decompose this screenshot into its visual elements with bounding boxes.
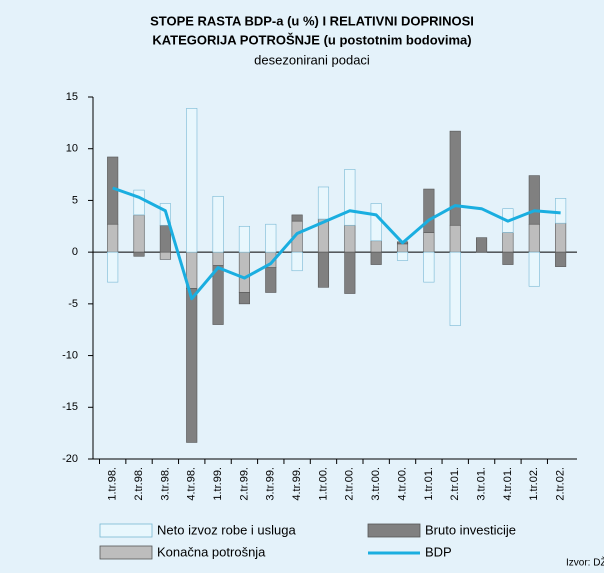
bar	[476, 237, 488, 253]
bar	[186, 108, 198, 253]
x-tick-label: 3.tr.01.	[475, 467, 487, 501]
bar	[449, 130, 461, 226]
bar	[291, 251, 303, 272]
bar	[159, 251, 171, 260]
bar	[423, 251, 435, 283]
bar	[107, 223, 119, 253]
chart-title: KATEGORIJA POTROŠNJE (u postotnim bodovi…	[152, 32, 471, 47]
legend-label: Konačna potrošnja	[157, 544, 266, 559]
bar	[238, 251, 250, 293]
x-tick-label: 4.tr.00.	[396, 467, 408, 501]
x-tick-label: 2.tr.99.	[238, 467, 250, 501]
bar	[396, 243, 409, 253]
bar	[317, 251, 330, 288]
legend-swatch	[99, 545, 153, 560]
y-tick-label: 10	[66, 143, 78, 155]
x-tick-label: 3.tr.00.	[370, 467, 382, 501]
bar	[212, 265, 224, 325]
bar	[555, 222, 567, 253]
bar	[212, 251, 224, 266]
y-tick-label: -5	[68, 298, 78, 310]
x-tick-label: 1.tr.02.	[528, 467, 540, 501]
bar	[186, 288, 198, 443]
bar	[159, 224, 171, 253]
bar	[212, 195, 224, 253]
bar	[449, 251, 461, 326]
bar	[370, 203, 382, 242]
x-tick-label: 3.tr.99.	[265, 467, 277, 501]
y-tick-label: 15	[66, 91, 78, 103]
bar	[238, 225, 250, 253]
source: Izvor: DŽ	[566, 556, 604, 569]
bar	[502, 251, 514, 265]
bar	[528, 251, 540, 287]
bar	[370, 251, 382, 265]
bar	[555, 251, 567, 267]
bar	[344, 169, 356, 226]
bar	[423, 188, 435, 233]
legend-label: Neto izvoz robe i usluga	[157, 522, 297, 537]
bar	[133, 189, 145, 216]
bar	[265, 223, 277, 253]
x-tick-label: 1.tr.01.	[423, 467, 435, 501]
legend-swatch	[367, 523, 421, 538]
bar	[291, 214, 303, 222]
y-tick-label: 0	[72, 246, 78, 258]
bar	[528, 175, 540, 225]
bar	[107, 251, 119, 283]
bar	[449, 224, 461, 253]
x-tick-label: 4.tr.99.	[291, 467, 303, 501]
x-tick-label: 4.tr.01.	[502, 467, 514, 501]
bar	[528, 223, 540, 253]
x-tick-label: 1.tr.00.	[317, 467, 329, 501]
bar	[344, 251, 356, 294]
bar	[133, 251, 145, 257]
y-tick-label: 5	[72, 194, 78, 206]
x-tick-label: 4.tr.98.	[186, 467, 198, 501]
legend-label: BDP	[425, 544, 452, 559]
plot-area	[93, 108, 577, 443]
x-tick-label: 3.tr.98.	[159, 467, 171, 501]
y-tick-label: -10	[62, 349, 78, 361]
bar	[238, 292, 250, 305]
x-tick-label: 1.tr.99.	[212, 467, 224, 501]
bar	[555, 198, 567, 224]
x-tick-label: 1.tr.98.	[107, 467, 119, 501]
legend-swatch	[99, 523, 153, 538]
bar	[317, 186, 330, 220]
bar	[133, 214, 145, 253]
bar	[344, 224, 356, 253]
chart-title: STOPE RASTA BDP-a (u %) I RELATIVNI DOPR…	[150, 13, 474, 28]
x-tick-label: 2.tr.00.	[344, 467, 356, 501]
x-tick-label: 2.tr.01.	[449, 467, 461, 501]
bar	[265, 267, 277, 293]
y-tick-label: -15	[62, 401, 78, 413]
line	[112, 186, 561, 301]
x-tick-label: 2.tr.02.	[555, 467, 567, 501]
bar	[502, 232, 514, 253]
bar	[370, 240, 382, 253]
chart-subtitle: desezonirani podaci	[254, 52, 370, 67]
bar	[423, 232, 435, 253]
legend-label: Bruto investicije	[425, 522, 516, 537]
x-tick-label: 2.tr.98.	[133, 467, 145, 501]
y-tick-label: -20	[62, 453, 78, 465]
bar	[396, 251, 409, 261]
